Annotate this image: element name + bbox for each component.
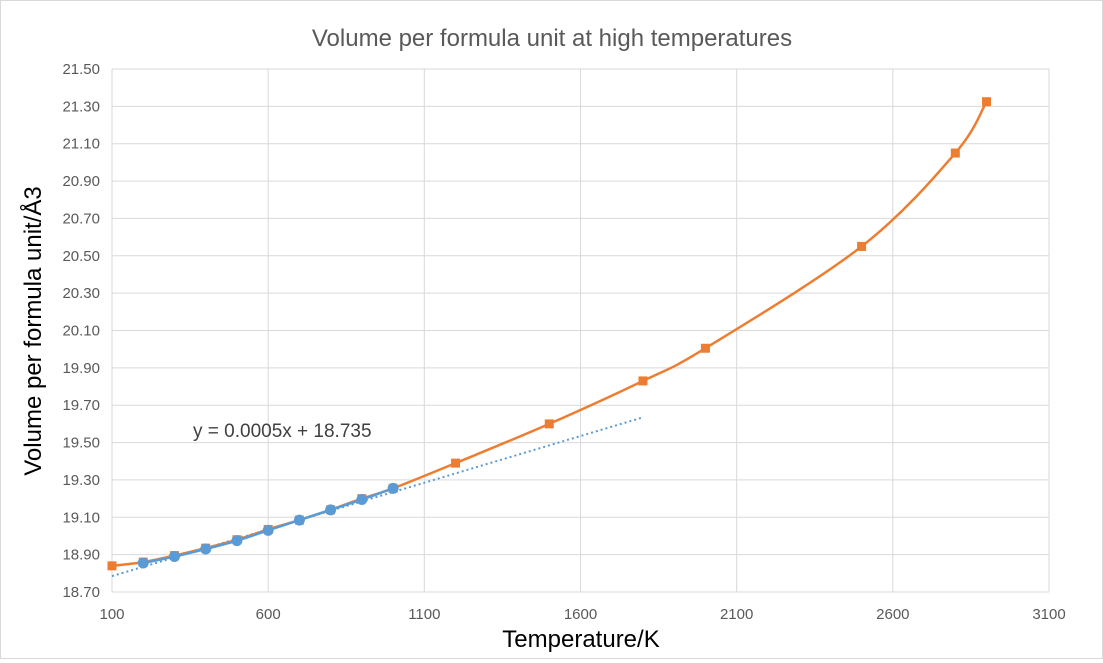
data-point xyxy=(387,482,399,494)
y-tick-label: 21.50 xyxy=(62,61,100,78)
y-tick-label: 19.90 xyxy=(62,360,100,377)
data-point xyxy=(544,419,554,429)
x-tick-label: 100 xyxy=(99,606,124,623)
y-tick-label: 19.50 xyxy=(62,435,100,452)
data-point xyxy=(231,535,243,547)
data-point xyxy=(638,376,648,386)
y-tick-label: 20.30 xyxy=(62,285,100,302)
series-layer xyxy=(107,97,992,571)
series-2 xyxy=(137,482,399,569)
y-tick-label: 18.90 xyxy=(62,547,100,564)
trendline xyxy=(111,416,644,578)
y-axis-title: Volume per formula unit/Å3 xyxy=(19,186,47,476)
grid-layer xyxy=(111,68,1050,593)
data-point xyxy=(356,494,368,506)
data-point xyxy=(262,524,274,536)
trendline-equation: y = 0.0005x + 18.735 xyxy=(193,421,372,442)
x-axis-title: Temperature/K xyxy=(502,626,659,653)
series-line xyxy=(111,101,988,568)
y-tick-label: 19.30 xyxy=(62,472,100,489)
series-1 xyxy=(107,97,992,571)
y-tick-label: 20.70 xyxy=(62,210,100,227)
y-tick-label: 21.10 xyxy=(62,136,100,153)
trendline-layer xyxy=(111,416,644,578)
y-tick-label: 20.90 xyxy=(62,173,100,190)
y-tick-label: 20.10 xyxy=(62,323,100,340)
y-tick-label: 21.30 xyxy=(62,98,100,115)
data-point xyxy=(451,458,461,468)
data-point xyxy=(137,557,149,569)
data-point xyxy=(107,561,117,571)
x-tick-label: 600 xyxy=(256,606,281,623)
data-point xyxy=(857,241,867,251)
x-tick-label: 1600 xyxy=(564,606,597,623)
data-point xyxy=(325,504,337,516)
y-tick-label: 19.70 xyxy=(62,397,100,414)
x-tick-label: 2100 xyxy=(720,606,753,623)
y-tick-label: 19.10 xyxy=(62,509,100,526)
y-tick-label: 18.70 xyxy=(62,584,100,601)
data-point xyxy=(700,343,710,353)
y-tick-label: 20.50 xyxy=(62,248,100,265)
x-tick-label: 3100 xyxy=(1032,606,1065,623)
data-point xyxy=(950,148,960,158)
x-tick-label: 1100 xyxy=(408,606,440,623)
tick-label-layer: 18.70 18.90 19.10 19.30 19.50 19.70 19.90 20.10… xyxy=(62,61,1065,623)
chart-title: Volume per formula unit at high temperat… xyxy=(312,25,792,52)
data-point xyxy=(168,551,180,563)
data-point xyxy=(200,543,212,555)
x-tick-label: 2600 xyxy=(876,606,909,623)
data-point xyxy=(982,97,992,107)
data-point xyxy=(293,514,305,526)
